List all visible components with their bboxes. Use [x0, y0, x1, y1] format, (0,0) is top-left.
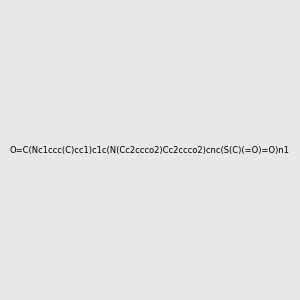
Text: O=C(Nc1ccc(C)cc1)c1c(N(Cc2ccco2)Cc2ccco2)cnc(S(C)(=O)=O)n1: O=C(Nc1ccc(C)cc1)c1c(N(Cc2ccco2)Cc2ccco2…: [10, 146, 290, 154]
